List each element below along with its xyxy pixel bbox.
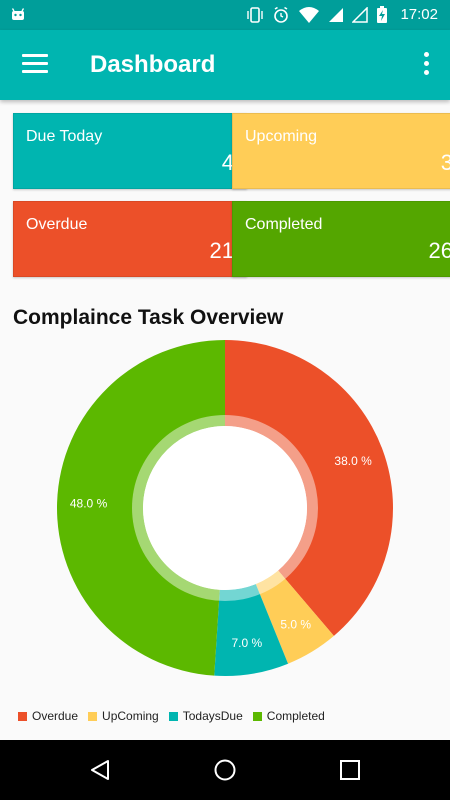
recents-icon[interactable] [338,758,362,782]
legend-item-upcoming: UpComing [88,709,159,723]
card-overdue[interactable]: Overdue 21 [13,201,247,277]
clock: 17:02 [400,6,438,23]
hamburger-menu-icon[interactable] [22,54,48,74]
slice-value-label: 5.0 % [280,618,311,632]
signal-icon [352,7,368,23]
card-count: 21 [209,238,234,263]
legend-item-completed: Completed [252,709,325,723]
app-bar: Dashboard [0,30,450,100]
wifi-icon [299,7,319,23]
legend-swatch [18,711,27,721]
slice-value-label: 7.0 % [231,636,262,650]
battery-charging-icon [377,6,387,23]
donut-slice-completed [57,340,226,676]
slice-value-label: 38.0 % [334,454,372,468]
signal-icon [329,8,343,22]
more-vert-icon[interactable] [424,52,430,76]
card-count: 4 [221,150,234,175]
donut-slice-overdue [225,340,393,636]
legend-item-overdue: Overdue [18,709,78,723]
back-icon[interactable] [88,758,112,782]
card-due-today[interactable]: Due Today 4 [13,113,247,189]
card-label: Completed [245,216,323,233]
android-icon [11,8,25,20]
card-upcoming[interactable]: Upcoming 3 [232,113,450,189]
page-title: Dashboard [90,51,216,78]
donut-slice-upcoming [255,570,334,664]
legend-swatch [168,711,178,721]
card-count: 3 [440,150,450,175]
section-title: Complaince Task Overview [13,306,284,329]
legend-label: Completed [266,709,325,723]
status-bar: 17:02 [0,0,450,30]
home-icon[interactable] [213,758,237,782]
legend-label: UpComing [102,709,159,723]
legend-label: Overdue [32,709,79,723]
legend-swatch [88,711,98,721]
card-label: Overdue [26,216,88,233]
alarm-icon [274,6,288,23]
donut-slice-todaysdue [214,584,289,676]
legend-item-todaysdue: TodaysDue [168,709,243,723]
vibrate-icon [247,7,263,23]
legend-swatch [252,711,262,721]
legend-label: TodaysDue [182,709,243,723]
compliance-donut-chart: 38.0 % 5.0 % 7.0 % 48.0 % [57,340,393,676]
card-completed[interactable]: Completed 26 [232,201,450,277]
navigation-bar [0,740,450,800]
chart-legend: Overdue UpComing TodaysDue Completed [18,709,325,723]
card-label: Upcoming [245,128,318,145]
card-count: 26 [428,238,450,263]
slice-value-label: 48.0 % [70,497,108,511]
card-label: Due Today [26,128,103,145]
donut-hole [143,426,307,590]
